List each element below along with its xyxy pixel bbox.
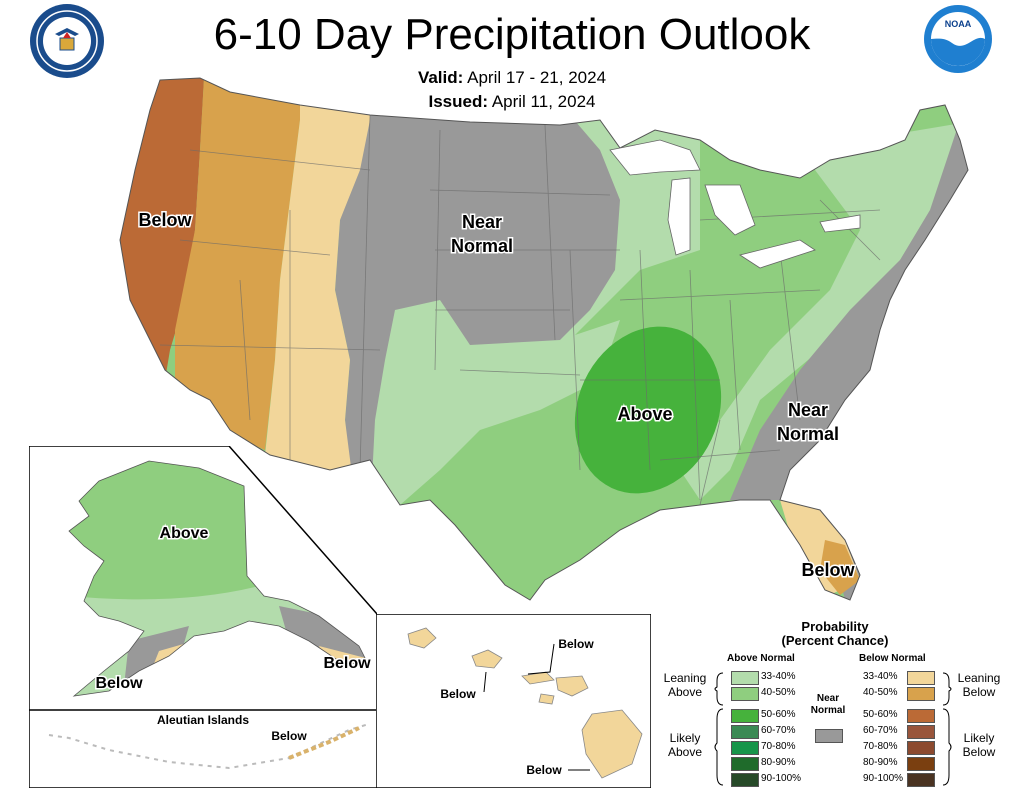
legend-below-range: 90-100% bbox=[863, 773, 904, 784]
legend-near-swatch bbox=[815, 729, 843, 743]
aleutian-inset: Aleutian Islands Below bbox=[29, 710, 377, 788]
region-above-33-40-east bbox=[680, 120, 968, 500]
svg-text:NOAA: NOAA bbox=[945, 19, 972, 29]
legend-above-swatch bbox=[731, 741, 759, 755]
legend-below-range: 80-90% bbox=[863, 757, 898, 768]
legend-above-range: 60-70% bbox=[761, 725, 796, 736]
label-alaska-below-se: Below bbox=[323, 655, 371, 672]
alaska-inset: Above Below Below bbox=[29, 446, 377, 710]
legend-leaning-above-2: Above bbox=[667, 685, 703, 699]
legend-likely-below: Likely Below bbox=[949, 731, 1009, 759]
legend-likely-above-1: Likely bbox=[669, 731, 701, 745]
page-title: 6-10 Day Precipitation Outlook bbox=[213, 10, 811, 59]
region-below-40-50 bbox=[175, 78, 300, 450]
hawaii-inset: Below Below Below bbox=[376, 614, 651, 788]
legend-above-swatch bbox=[731, 725, 759, 739]
legend-above-swatch bbox=[731, 709, 759, 723]
legend-above-range: 70-80% bbox=[761, 741, 796, 752]
legend-likely-below-1: Likely bbox=[963, 731, 995, 745]
legend-below-swatch bbox=[907, 773, 935, 787]
legend-below-swatch bbox=[907, 671, 935, 685]
legend-below-range: 33-40% bbox=[863, 671, 898, 682]
noaa-logo-icon: NOAA bbox=[924, 5, 992, 73]
legend-above-swatch bbox=[731, 773, 759, 787]
legend-below-range: 70-80% bbox=[863, 741, 898, 752]
legend-above-range: 90-100% bbox=[761, 773, 802, 784]
label-alaska-below-sw: Below bbox=[95, 675, 143, 692]
legend-below-swatch bbox=[907, 687, 935, 701]
region-above-33-40-plains bbox=[370, 300, 620, 505]
legend-below-swatch bbox=[907, 725, 935, 739]
legend-likely-below-2: Below bbox=[962, 745, 996, 759]
valid-value: April 17 - 21, 2024 bbox=[467, 68, 607, 87]
legend-braces bbox=[714, 672, 952, 786]
legend-below-swatch bbox=[907, 757, 935, 771]
legend-below-range: 50-60% bbox=[863, 709, 898, 720]
label-east-near-2: Normal bbox=[777, 424, 839, 444]
legend-title-2: (Percent Chance) bbox=[781, 633, 889, 648]
lake-michigan bbox=[667, 177, 691, 256]
lake-huron bbox=[704, 184, 756, 236]
legend-near-normal: Near Normal bbox=[803, 693, 853, 717]
legend-leaning-above-1: Leaning bbox=[663, 671, 707, 685]
region-below-40-50-florida bbox=[820, 540, 860, 595]
label-alaska-above: Above bbox=[160, 525, 209, 542]
legend-above-swatch bbox=[731, 757, 759, 771]
lake-erie bbox=[739, 239, 816, 269]
label-east-near-1: Near bbox=[788, 400, 828, 420]
label-west-below: Below bbox=[138, 210, 192, 230]
label-plains-near-2: Normal bbox=[451, 236, 513, 256]
label-aleutian-title: Aleutian Islands bbox=[157, 713, 249, 727]
label-hawaii-below-3: Below bbox=[526, 763, 562, 777]
label-plains-near-1: Near bbox=[462, 212, 502, 232]
legend-below-header: Below Normal bbox=[859, 653, 926, 664]
lake-superior bbox=[609, 139, 701, 176]
lake-ontario bbox=[819, 214, 861, 233]
legend-below-range: 40-50% bbox=[863, 687, 898, 698]
issued-value: April 11, 2024 bbox=[491, 92, 596, 111]
label-central-above: Above bbox=[617, 404, 672, 424]
legend-above-swatch bbox=[731, 687, 759, 701]
legend-above-header: Above Normal bbox=[727, 653, 795, 664]
valid-label: Valid: bbox=[417, 68, 464, 87]
region-above-50-60 bbox=[574, 326, 722, 494]
label-hawaii-below-1: Below bbox=[558, 637, 594, 651]
legend-above-range: 80-90% bbox=[761, 757, 796, 768]
label-florida-below: Below bbox=[801, 560, 855, 580]
legend-near-1: Near bbox=[816, 693, 840, 704]
legend: Probability (Percent Chance) Above Norma… bbox=[655, 615, 1015, 787]
region-below-33-40 bbox=[265, 78, 370, 475]
legend-above-swatch bbox=[731, 671, 759, 685]
issued-date: Issued: April 11, 2024 bbox=[0, 92, 1024, 112]
label-hawaii-below-2: Below bbox=[440, 687, 476, 701]
legend-above-range: 50-60% bbox=[761, 709, 796, 720]
legend-below-swatch bbox=[907, 741, 935, 755]
legend-above-range: 33-40% bbox=[761, 671, 796, 682]
legend-below-swatch bbox=[907, 709, 935, 723]
legend-leaning-below: Leaning Below bbox=[949, 671, 1009, 699]
legend-leaning-below-2: Below bbox=[962, 685, 996, 699]
legend-leaning-above: Leaning Above bbox=[655, 671, 715, 699]
legend-leaning-below-1: Leaning bbox=[957, 671, 1001, 685]
legend-above-range: 40-50% bbox=[761, 687, 796, 698]
legend-near-2: Normal bbox=[810, 705, 846, 716]
conus-outline bbox=[119, 77, 969, 601]
commerce-seal-icon bbox=[30, 4, 104, 78]
label-aleutian-below: Below bbox=[271, 729, 307, 743]
legend-likely-above: Likely Above bbox=[655, 731, 715, 759]
valid-date: Valid: April 17 - 21, 2024 bbox=[0, 68, 1024, 88]
legend-title-1: Probability bbox=[801, 619, 869, 634]
legend-below-range: 60-70% bbox=[863, 725, 898, 736]
issued-label: Issued: bbox=[428, 92, 489, 111]
legend-likely-above-2: Above bbox=[667, 745, 703, 759]
